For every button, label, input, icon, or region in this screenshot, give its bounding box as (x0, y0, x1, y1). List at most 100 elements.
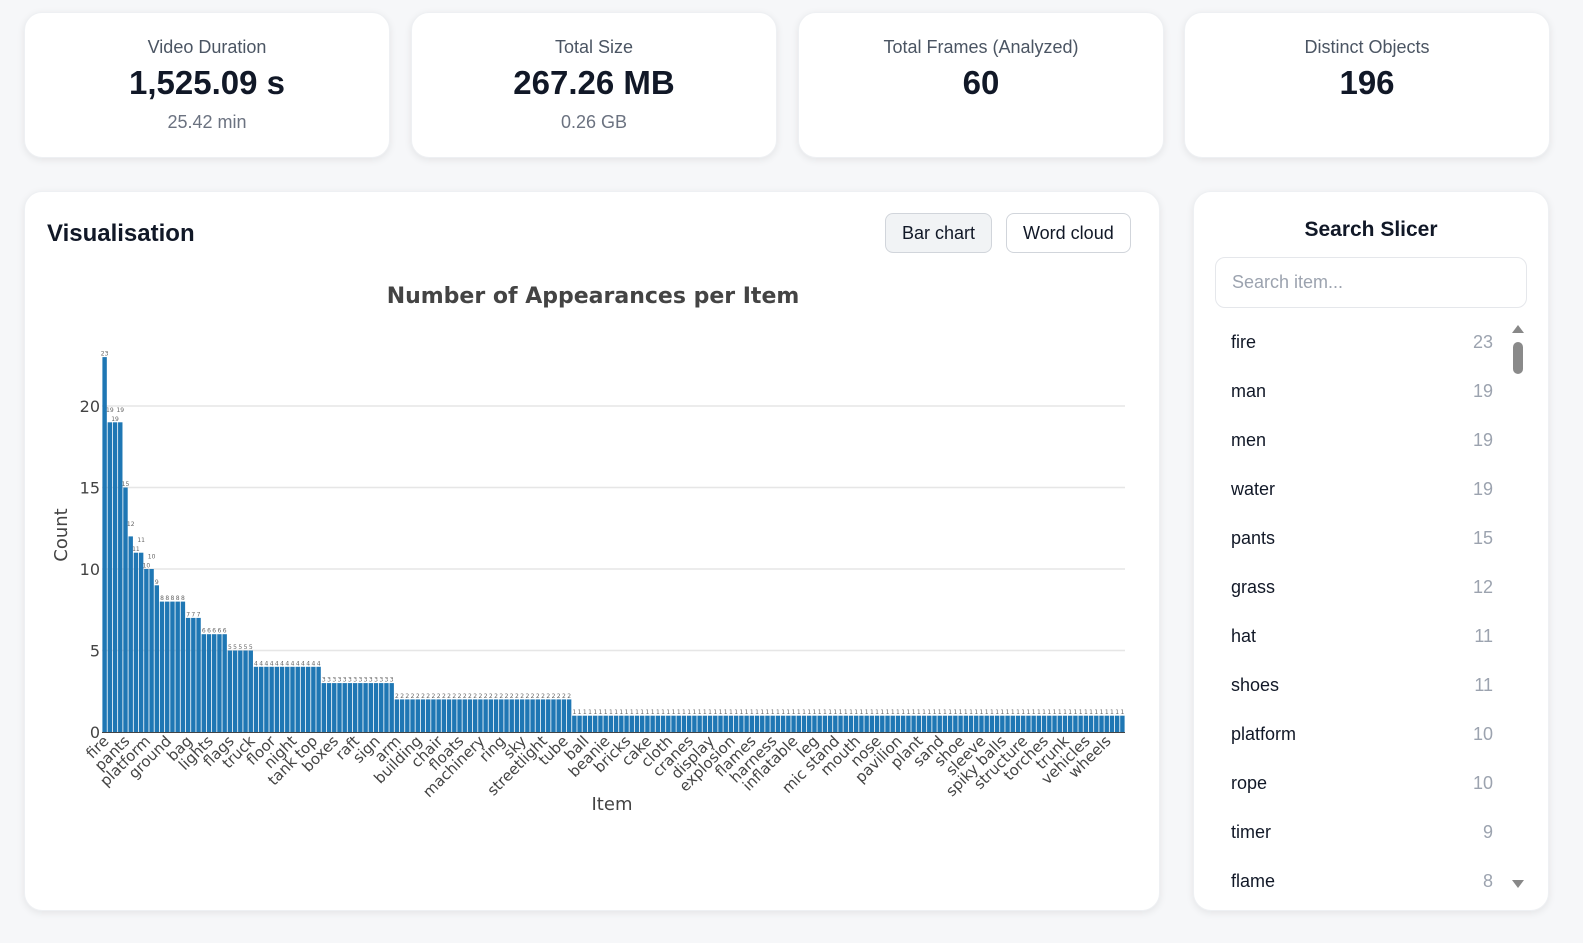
bar[interactable] (624, 715, 629, 732)
bar[interactable] (639, 715, 645, 732)
bar[interactable] (1036, 715, 1042, 732)
slicer-item[interactable]: hat 11 (1231, 626, 1493, 656)
bar[interactable] (332, 683, 337, 732)
bar[interactable] (1026, 715, 1031, 732)
tab-word-cloud[interactable]: Word cloud (1006, 213, 1131, 253)
bar[interactable] (671, 715, 676, 732)
bar[interactable] (739, 715, 744, 732)
bar[interactable] (853, 715, 859, 732)
bar[interactable] (880, 715, 885, 732)
bar[interactable] (660, 715, 666, 732)
bar[interactable] (749, 715, 755, 732)
bar[interactable] (488, 699, 494, 732)
bar[interactable] (1088, 715, 1094, 732)
bar[interactable] (796, 715, 801, 732)
bar[interactable] (144, 569, 149, 732)
bar[interactable] (733, 715, 739, 732)
bar[interactable] (1114, 715, 1120, 732)
slicer-item[interactable]: men 19 (1231, 430, 1493, 460)
bar[interactable] (1000, 715, 1005, 732)
bar[interactable] (196, 617, 201, 732)
bar[interactable] (441, 699, 447, 732)
bar[interactable] (958, 715, 963, 732)
bar[interactable] (1094, 715, 1099, 732)
bar[interactable] (358, 683, 363, 732)
bar[interactable] (269, 666, 274, 732)
bar[interactable] (582, 715, 588, 732)
bar[interactable] (989, 715, 995, 732)
bar[interactable] (822, 715, 828, 732)
bar[interactable] (467, 699, 473, 732)
bar[interactable] (530, 699, 535, 732)
bar[interactable] (347, 683, 353, 732)
slicer-item[interactable]: pants 15 (1231, 528, 1493, 558)
bar[interactable] (258, 666, 264, 732)
bar[interactable] (399, 699, 405, 732)
bar[interactable] (551, 699, 556, 732)
bar[interactable] (1104, 715, 1109, 732)
bar[interactable] (457, 699, 462, 732)
bar[interactable] (118, 422, 123, 732)
bar[interactable] (859, 715, 864, 732)
bar[interactable] (645, 715, 650, 732)
bar[interactable] (723, 715, 728, 732)
bar[interactable] (728, 715, 734, 732)
scrollbar-thumb[interactable] (1513, 342, 1523, 374)
slicer-item[interactable]: rope 10 (1231, 773, 1493, 803)
bar[interactable] (509, 699, 514, 732)
bar[interactable] (243, 650, 248, 733)
bar[interactable] (629, 715, 634, 732)
bar[interactable] (472, 699, 478, 732)
bar[interactable] (827, 715, 833, 732)
scroll-down-icon[interactable] (1512, 880, 1524, 888)
bar[interactable] (363, 683, 368, 732)
bar[interactable] (128, 536, 133, 732)
bar[interactable] (744, 715, 749, 732)
bar[interactable] (499, 699, 504, 732)
bar[interactable] (514, 699, 520, 732)
bar[interactable] (942, 715, 948, 732)
bar[interactable] (1041, 715, 1047, 732)
bar[interactable] (900, 715, 906, 732)
bar[interactable] (801, 715, 807, 732)
bar[interactable] (556, 699, 561, 732)
bar[interactable] (634, 715, 640, 732)
bar[interactable] (212, 634, 217, 732)
bar[interactable] (916, 715, 922, 732)
bar[interactable] (133, 552, 139, 732)
slicer-item[interactable]: grass 12 (1231, 577, 1493, 607)
bar[interactable] (1010, 715, 1015, 732)
bar[interactable] (598, 715, 603, 732)
bar[interactable] (107, 422, 113, 732)
bar[interactable] (326, 683, 332, 732)
bar[interactable] (874, 715, 880, 732)
bar[interactable] (780, 715, 786, 732)
bar[interactable] (410, 699, 415, 732)
bar[interactable] (305, 666, 311, 732)
bar[interactable] (426, 699, 431, 732)
bar[interactable] (786, 715, 791, 732)
bar[interactable] (1005, 715, 1010, 732)
bar[interactable] (462, 699, 467, 732)
bar[interactable] (754, 715, 760, 732)
bar[interactable] (890, 715, 895, 732)
bar[interactable] (295, 666, 300, 732)
bar[interactable] (405, 699, 410, 732)
bar[interactable] (138, 552, 144, 732)
bar[interactable] (170, 601, 175, 732)
bar[interactable] (1062, 715, 1068, 732)
bar[interactable] (702, 715, 708, 732)
bar[interactable] (833, 715, 838, 732)
slicer-item[interactable]: man 19 (1231, 381, 1493, 411)
slicer-item[interactable]: platform 10 (1231, 724, 1493, 754)
bar[interactable] (446, 699, 452, 732)
bar[interactable] (613, 715, 619, 732)
bar[interactable] (300, 666, 306, 732)
slicer-item[interactable]: water 19 (1231, 479, 1493, 509)
bar[interactable] (352, 683, 358, 732)
bar[interactable] (217, 634, 222, 732)
bar[interactable] (655, 715, 661, 732)
bar[interactable] (420, 699, 426, 732)
bar[interactable] (953, 715, 958, 732)
bar[interactable] (817, 715, 822, 732)
